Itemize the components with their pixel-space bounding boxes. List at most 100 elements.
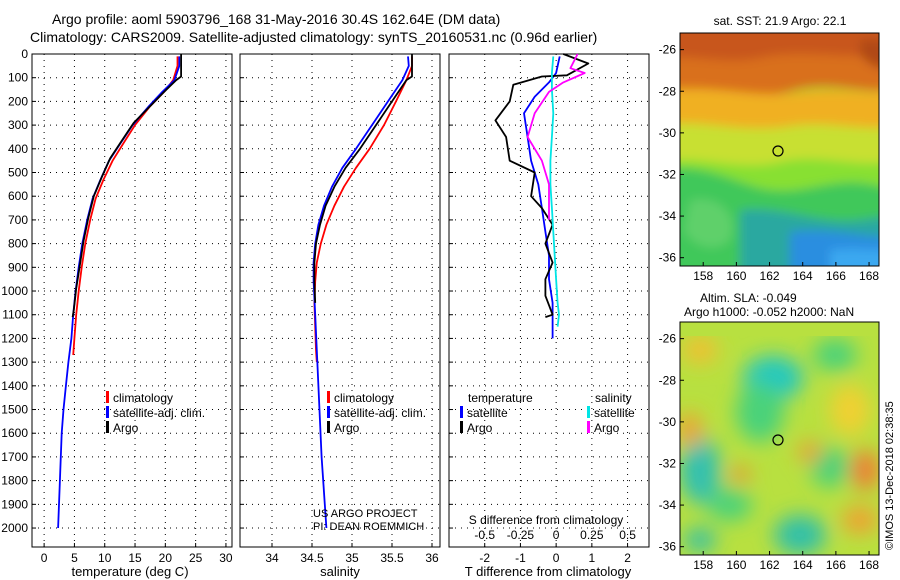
series-line-argo — [313, 54, 413, 303]
x-tick-label: -1 — [515, 551, 526, 565]
y-tick-label: 1900 — [1, 497, 28, 511]
x-tick-label: 0 — [553, 551, 560, 565]
x-tick-label: 36 — [425, 551, 439, 565]
x-tick-label: 5 — [71, 551, 78, 565]
series-line-argo — [71, 54, 183, 318]
y-tick-label: 100 — [8, 71, 28, 85]
legend-label-climatology: climatology — [113, 391, 173, 405]
y-tick-label: -34 — [659, 209, 677, 223]
y-tick-label: 1500 — [1, 403, 28, 417]
salinity-tick-labels: -0.5 -0.25 0 0.25 0.5 — [474, 528, 636, 542]
x-tick-labels: 158 160 162 164 166 168 — [693, 551, 879, 572]
legend-label-satellite: satellite-adj. clim. — [113, 406, 205, 420]
legend-swatch-climatology — [106, 391, 109, 403]
y-tick-label: 400 — [8, 142, 28, 156]
legend-title-temperature: temperature — [468, 391, 533, 405]
y-tick-label: 1800 — [1, 474, 28, 488]
x-tick-label: 158 — [693, 558, 713, 572]
y-tick-labels: -26 -28 -30 -32 -34 -36 — [659, 332, 684, 554]
legend-swatch-sal-satellite — [587, 406, 590, 418]
x-tick-label: 160 — [726, 558, 746, 572]
y-tick-label: -36 — [659, 540, 677, 554]
x-tick-label: -2 — [479, 551, 490, 565]
y-tick-label: 1600 — [1, 426, 28, 440]
series-line-salinity-argo — [526, 53, 586, 220]
panel-frame — [448, 53, 650, 548]
legend-swatch-argo — [106, 421, 109, 433]
legend-label-temp-argo: Argo — [467, 421, 493, 435]
legend-label-argo: Argo — [334, 421, 360, 435]
y-tick-label: 1700 — [1, 450, 28, 464]
y-tick-label: 200 — [8, 94, 28, 108]
s-difference-label: S difference from climatology — [469, 513, 624, 527]
y-tick-label: -28 — [659, 373, 677, 387]
legend: climatology satellite-adj. clim. Argo — [106, 391, 205, 435]
series-group — [312, 54, 413, 529]
temperature-profile-panel: 0 5 10 15 20 25 30 0 100 200 300 400 500 600 700 800 90… — [1, 47, 233, 579]
legend-swatch-satellite — [106, 406, 109, 418]
x-tick-label: 168 — [859, 558, 879, 572]
y-tick-label: -36 — [659, 251, 677, 265]
series-group — [494, 53, 590, 339]
argo-location-marker — [772, 434, 784, 446]
y-tick-label: -32 — [659, 456, 677, 470]
project-credit-line2: PI: DEAN ROEMMICH — [313, 521, 424, 533]
legend-swatch-sal-argo — [587, 421, 590, 433]
x-tick-label: 166 — [826, 558, 846, 572]
x-tick-label: 0 — [41, 551, 48, 565]
x-tick-label: 35 — [345, 551, 359, 565]
y-tick-label: 1000 — [1, 284, 28, 298]
y-tick-label: 1200 — [1, 331, 28, 345]
y-tick-label: 1300 — [1, 355, 28, 369]
sla-map-image — [680, 322, 879, 555]
legend-swatch-satellite — [327, 406, 330, 418]
x-tick-label: 166 — [826, 269, 846, 283]
y-tick-label: 600 — [8, 189, 28, 203]
map-frame — [679, 321, 880, 556]
y-tick-label: -32 — [659, 167, 677, 181]
salinity-tick-label: 0 — [553, 528, 560, 542]
x-tick-label: 164 — [793, 269, 813, 283]
legend: climatology satellite-adj. clim. Argo — [327, 391, 426, 435]
x-tick-label: 160 — [726, 269, 746, 283]
legend-label-temp-satellite: satellite — [467, 406, 508, 420]
y-tick-label: 900 — [8, 260, 28, 274]
series-line-temperature-satellite — [523, 56, 561, 339]
grid — [240, 53, 440, 547]
y-tick-label: 1400 — [1, 379, 28, 393]
x-tick-label: 1 — [589, 551, 596, 565]
x-axis-label: T difference from climatology — [465, 564, 632, 579]
x-tick-label: 20 — [159, 551, 173, 565]
legend: temperature salinity satellite Argo sate… — [460, 391, 635, 435]
difference-profile-panel: -2 -1 0 1 2 -0.5 -0.25 0 0.25 0.5 T difference f… — [448, 53, 650, 579]
legend-label-argo: Argo — [113, 421, 139, 435]
x-tick-label: 2 — [624, 551, 631, 565]
y-tick-label: 500 — [8, 166, 28, 180]
x-tick-label: 10 — [98, 551, 112, 565]
x-tick-label: 25 — [189, 551, 203, 565]
x-tick-label: 34.5 — [300, 551, 324, 565]
y-tick-label: -28 — [659, 84, 677, 98]
sst-map-title: sat. SST: 21.9 Argo: 22.1 — [714, 14, 847, 28]
salinity-tick-label: -0.25 — [507, 528, 535, 542]
sla-map-title: Altim. SLA: -0.049 — [700, 291, 797, 305]
salinity-tick-label: -0.5 — [474, 528, 495, 542]
y-tick-label: 700 — [8, 213, 28, 227]
y-tick-label: 2000 — [1, 521, 28, 535]
x-tick-label: 15 — [128, 551, 142, 565]
figure-title-line1: Argo profile: aoml 5903796_168 31-May-20… — [52, 11, 500, 27]
series-line-salinity-satellite — [549, 56, 560, 327]
legend-label-sal-argo: Argo — [594, 421, 620, 435]
legend-swatch-temp-satellite — [460, 406, 463, 418]
y-tick-label: -26 — [659, 43, 677, 57]
argo-location-marker — [772, 145, 784, 157]
x-tick-label: 30 — [219, 551, 233, 565]
series-group — [57, 54, 183, 529]
sla-map-subtitle: Argo h1000: -0.052 h2000: NaN — [684, 305, 854, 319]
x-tick-label: 35.5 — [380, 551, 404, 565]
salinity-profile-panel: 34 34.5 35 35.5 36 salinity climatology sate… — [239, 53, 441, 579]
figure-title-line2: Climatology: CARS2009. Satellite-adjuste… — [30, 29, 597, 45]
y-tick-label: -30 — [659, 415, 677, 429]
y-tick-label: 1100 — [2, 308, 28, 322]
